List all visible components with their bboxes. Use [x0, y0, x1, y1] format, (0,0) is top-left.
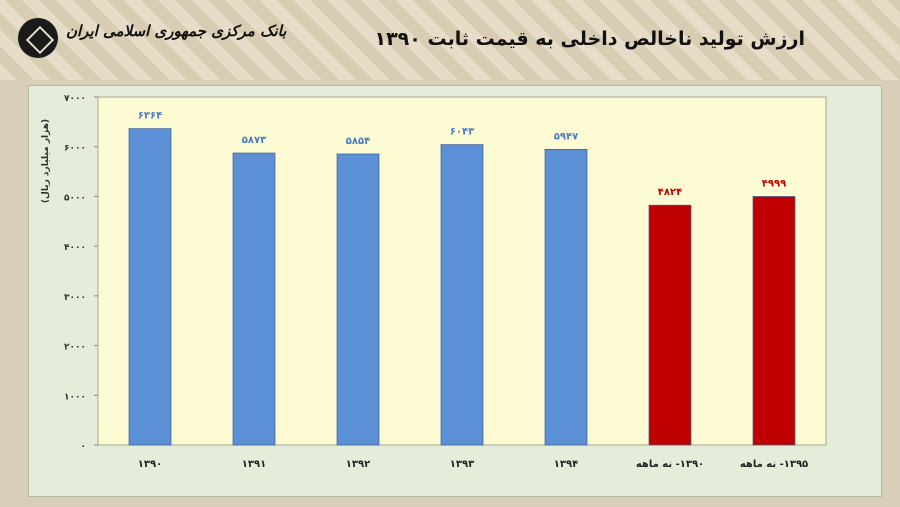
y-tick-label: ۲۰۰۰ [64, 343, 86, 353]
x-tick-label: ۱۳۹۲ [346, 459, 370, 470]
y-tick-label: ۴۰۰۰ [64, 243, 86, 253]
y-tick-label: ۰ [81, 442, 87, 452]
x-tick-label: ۱۳۹۳ [450, 459, 474, 470]
bar [544, 148, 588, 446]
bar [128, 128, 172, 446]
x-tick-label: ۱۳۹۰- نه ماهه [636, 459, 704, 470]
y-tick-label: ۳۰۰۰ [64, 293, 86, 303]
bar [336, 153, 380, 446]
data-label: ۴۹۹۹ [762, 178, 786, 189]
data-label: ۶۳۶۴ [138, 111, 162, 122]
data-label: ۵۹۴۷ [554, 131, 578, 142]
data-label: ۴۸۲۴ [658, 187, 682, 198]
y-tick-label: ۵۰۰۰ [64, 193, 86, 203]
bar [648, 204, 692, 446]
bar [752, 196, 796, 446]
logo-text: بانک مرکزی جمهوری اسلامی ایران [66, 22, 287, 40]
bank-logo-icon [18, 18, 58, 58]
x-tick-label: ۱۳۹۵- نه ماهه [740, 459, 808, 470]
x-tick-label: ۱۳۹۴ [554, 459, 578, 470]
y-tick-label: ۶۰۰۰ [64, 144, 86, 154]
data-label: ۶۰۴۳ [450, 127, 474, 138]
bar [232, 152, 276, 446]
data-label: ۵۸۵۴ [346, 136, 370, 147]
y-tick-label: ۷۰۰۰ [64, 94, 86, 104]
x-tick-label: ۱۳۹۱ [242, 459, 266, 470]
y-axis-label: (هزار میلیارد ریال) [41, 119, 51, 203]
page-title: ارزش تولید ناخالص داخلی به قیمت ثابت ۱۳۹… [374, 28, 805, 50]
header-banner: بانک مرکزی جمهوری اسلامی ایران ارزش تولی… [0, 0, 900, 80]
bar [440, 144, 484, 446]
y-tick-label: ۱۰۰۰ [64, 392, 86, 402]
data-label: ۵۸۷۳ [242, 135, 266, 146]
x-tick-label: ۱۳۹۰ [138, 459, 162, 470]
